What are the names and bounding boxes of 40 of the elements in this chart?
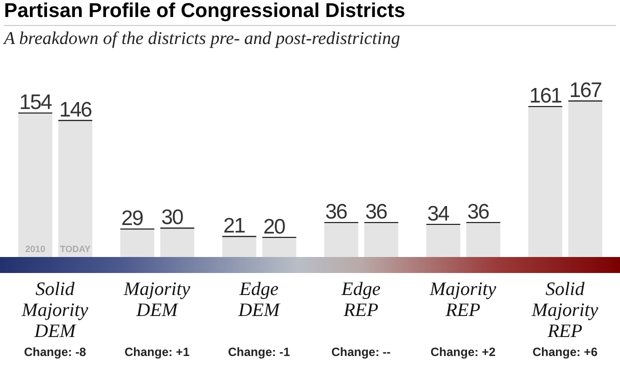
data-label: 20 [263, 215, 285, 238]
text: Change: -8 [22, 345, 87, 359]
data-label: 30 [161, 206, 183, 230]
bar [466, 224, 500, 257]
data-label: 36 [325, 200, 347, 224]
series-label: TODAY [60, 244, 91, 254]
x-tick-label: Solid Majority DEM [20, 279, 89, 342]
data-label: 21 [223, 214, 245, 238]
bar [160, 229, 194, 257]
data-label: 154 [19, 91, 53, 114]
text: Change: -- [330, 345, 392, 359]
text: Change: +6 [531, 345, 598, 359]
bar [120, 230, 154, 257]
x-tick-label: Majority DEM [122, 279, 191, 321]
bar [364, 224, 398, 257]
data-label: 146 [59, 98, 92, 122]
x-tick-label: Majority REP [428, 279, 497, 321]
data-label: 36 [365, 200, 387, 224]
bar [18, 114, 52, 257]
x-tick-label: Edge REP [340, 279, 381, 321]
series-label: 2010 [25, 244, 46, 254]
bar [324, 224, 358, 257]
x-tick-label: Solid Majority REP [530, 279, 599, 342]
chart-title: Partisan Profile of Congressional Districts [4, 0, 616, 26]
data-label: 34 [427, 202, 450, 226]
data-label: 167 [569, 79, 602, 102]
data-label: 29 [121, 207, 143, 230]
text: Change: +1 [123, 345, 190, 359]
x-tick-label: Edge DEM [237, 279, 281, 321]
bar [568, 102, 602, 257]
bar [262, 238, 296, 257]
text: Change: +2 [429, 345, 496, 359]
text: Change: -1 [226, 345, 291, 359]
bar [58, 121, 92, 257]
chart-subtitle: A breakdown of the districts pre- and post-redistricting [4, 28, 400, 49]
bar [222, 238, 256, 257]
data-label: 161 [529, 84, 562, 108]
bar [528, 108, 562, 257]
data-label: 36 [467, 200, 489, 224]
bar [426, 225, 460, 257]
